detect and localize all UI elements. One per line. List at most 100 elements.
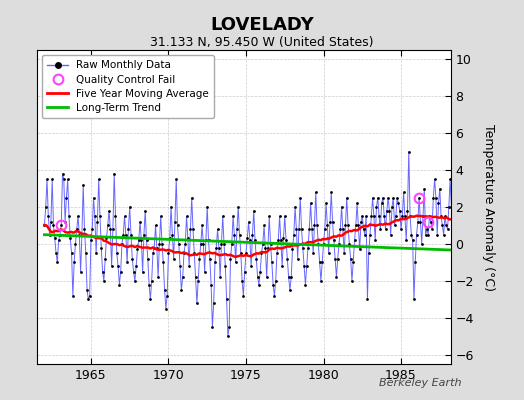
Point — [146, 296, 155, 302]
Point — [219, 213, 227, 220]
Point — [182, 213, 191, 220]
Point — [388, 204, 396, 210]
Point — [138, 268, 147, 275]
Point — [391, 213, 400, 220]
Point — [122, 232, 130, 238]
Point — [110, 170, 118, 177]
Point — [174, 241, 183, 247]
Point — [215, 244, 223, 251]
Point — [359, 226, 368, 232]
Point — [173, 222, 182, 229]
Point — [415, 194, 423, 201]
Point — [114, 263, 122, 269]
Point — [409, 237, 417, 244]
Point — [216, 274, 224, 280]
Point — [268, 259, 276, 266]
Point — [434, 200, 443, 206]
Point — [204, 237, 213, 244]
Point — [191, 274, 200, 280]
Point — [68, 250, 76, 256]
Point — [446, 176, 454, 182]
Point — [181, 241, 190, 247]
Point — [445, 204, 453, 210]
Point — [241, 268, 249, 275]
Point — [244, 218, 253, 225]
Point — [140, 232, 148, 238]
Point — [128, 256, 136, 262]
Point — [194, 278, 202, 284]
Point — [97, 244, 105, 251]
Point — [155, 241, 163, 247]
Point — [72, 226, 81, 232]
Point — [166, 235, 174, 242]
Point — [413, 218, 422, 225]
Point — [92, 250, 100, 256]
Point — [75, 232, 83, 238]
Point — [299, 244, 307, 251]
Point — [167, 204, 175, 210]
Point — [102, 235, 111, 242]
Point — [143, 237, 151, 244]
Point — [451, 176, 460, 182]
Point — [56, 232, 64, 238]
Point — [162, 305, 170, 312]
Point — [198, 222, 206, 229]
Point — [62, 194, 71, 201]
Point — [40, 222, 49, 229]
Point — [107, 263, 116, 269]
Point — [398, 213, 407, 220]
Point — [141, 208, 149, 214]
Point — [393, 194, 401, 201]
Point — [296, 194, 304, 201]
Point — [343, 194, 351, 201]
Point — [330, 237, 338, 244]
Point — [261, 244, 269, 251]
Point — [257, 250, 266, 256]
Point — [269, 281, 277, 288]
Point — [147, 278, 156, 284]
Point — [271, 278, 280, 284]
Point — [238, 278, 246, 284]
Point — [314, 241, 323, 247]
Point — [385, 208, 394, 214]
Point — [278, 263, 286, 269]
Point — [127, 232, 135, 238]
Point — [410, 296, 418, 302]
Point — [379, 194, 387, 201]
Point — [365, 250, 373, 256]
Point — [437, 213, 445, 220]
Point — [341, 222, 350, 229]
Point — [123, 259, 132, 266]
Point — [332, 274, 341, 280]
Point — [54, 237, 63, 244]
Point — [318, 259, 326, 266]
Point — [449, 232, 457, 238]
Point — [246, 237, 254, 244]
Point — [229, 213, 237, 220]
Point — [367, 213, 376, 220]
Point — [145, 281, 154, 288]
Point — [331, 256, 340, 262]
Point — [323, 222, 332, 229]
Point — [99, 268, 107, 275]
Point — [263, 274, 271, 280]
Point — [82, 250, 90, 256]
Point — [234, 204, 243, 210]
Point — [63, 176, 72, 182]
Point — [334, 256, 342, 262]
Point — [313, 222, 321, 229]
Point — [226, 256, 235, 262]
Point — [247, 263, 255, 269]
Point — [354, 222, 363, 229]
Point — [319, 241, 328, 247]
Point — [346, 256, 355, 262]
Point — [180, 250, 188, 256]
Point — [287, 274, 296, 280]
Point — [201, 268, 209, 275]
Point — [159, 259, 168, 266]
Point — [47, 218, 55, 225]
Point — [326, 218, 334, 225]
Point — [452, 204, 461, 210]
Point — [61, 218, 69, 225]
Point — [124, 226, 133, 232]
